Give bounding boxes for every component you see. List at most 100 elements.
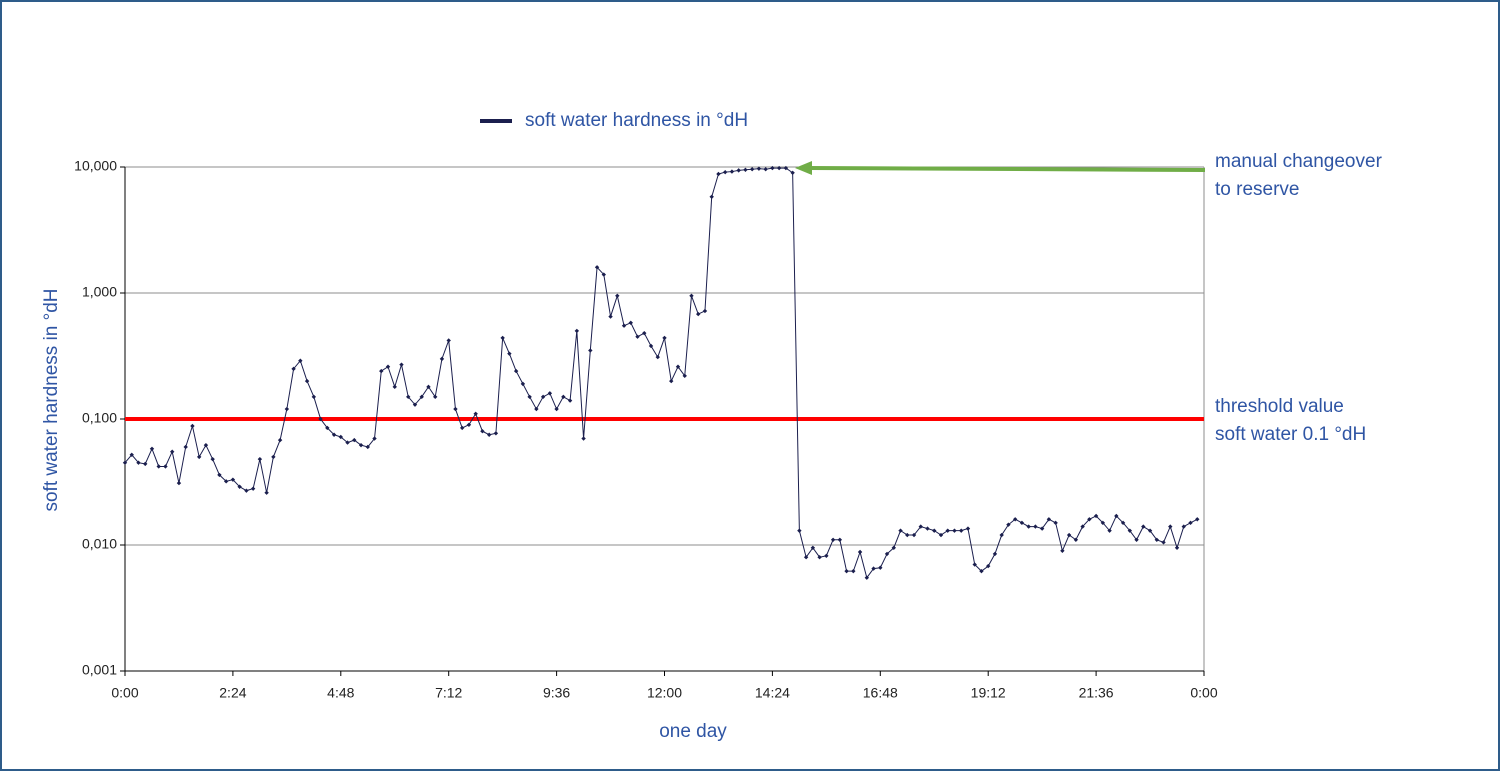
data-point (925, 526, 930, 531)
data-point (1188, 520, 1193, 526)
data-point (392, 384, 397, 390)
data-point (615, 293, 620, 299)
data-point (1053, 520, 1058, 526)
data-point (716, 171, 721, 177)
data-point (385, 364, 391, 369)
data-point (399, 362, 404, 367)
data-point (884, 551, 890, 557)
data-point (601, 272, 607, 277)
x-tick-label: 0:00 (1190, 685, 1217, 701)
data-point (1066, 532, 1072, 538)
data-point (129, 452, 134, 457)
data-point (298, 358, 303, 363)
data-point (1093, 513, 1099, 519)
data-point (669, 378, 674, 384)
data-point (513, 368, 519, 374)
data-point (257, 456, 263, 462)
y-tick-label: 0,001 (82, 662, 117, 678)
data-point (561, 394, 566, 400)
x-tick-label: 19:12 (971, 685, 1006, 701)
data-point (594, 265, 600, 270)
data-point (291, 366, 296, 372)
data-point (1046, 517, 1052, 522)
data-point (540, 394, 546, 400)
data-point (1073, 537, 1079, 542)
data-point (1114, 513, 1119, 519)
arrow-shaft (807, 166, 1206, 172)
data-point (365, 444, 370, 450)
data-point (810, 545, 816, 551)
data-point (1100, 520, 1106, 526)
data-point (702, 308, 708, 314)
x-tick-label: 12:00 (647, 685, 682, 701)
data-point (918, 524, 923, 529)
data-point (554, 406, 559, 412)
data-point (837, 537, 843, 542)
data-point (534, 406, 539, 412)
data-point (992, 551, 998, 557)
data-point (1060, 548, 1065, 553)
data-point (749, 167, 755, 172)
data-point (547, 391, 553, 396)
y-tick-label: 1,000 (82, 284, 117, 300)
data-point (453, 406, 458, 412)
data-point (237, 484, 242, 489)
legend-label: soft water hardness in °dH (525, 110, 748, 131)
data-point (122, 460, 128, 465)
data-point (466, 422, 472, 427)
data-point (1087, 517, 1092, 522)
data-point (217, 472, 222, 478)
data-point (952, 528, 957, 533)
x-tick-label: 2:24 (219, 685, 246, 701)
data-point (621, 323, 627, 328)
data-line (124, 167, 1198, 579)
data-point (372, 436, 377, 441)
data-point (1039, 526, 1045, 531)
data-point (574, 328, 580, 334)
y-tick-label: 10,000 (74, 158, 117, 174)
x-tick-label: 14:24 (755, 685, 790, 701)
data-point (406, 394, 411, 400)
data-point (972, 562, 977, 567)
data-point (311, 394, 317, 400)
data-point (136, 460, 141, 465)
data-point (776, 165, 782, 171)
data-point (433, 394, 438, 400)
data-point (244, 488, 249, 493)
y-axis-label: soft water hardness in °dH (41, 288, 62, 511)
data-point (338, 434, 343, 440)
y-tick-label: 0,100 (82, 410, 117, 426)
data-point (149, 446, 155, 452)
data-point (183, 444, 188, 450)
data-point (264, 490, 269, 495)
data-point (480, 429, 485, 434)
data-point (864, 575, 870, 580)
data-point (905, 532, 910, 538)
data-point (999, 532, 1004, 538)
data-point (284, 406, 290, 412)
data-point (817, 555, 822, 560)
threshold-label: soft water 0.1 °dH (1215, 424, 1366, 445)
data-point (446, 338, 451, 343)
data-point (1120, 520, 1126, 526)
threshold-label: threshold value (1215, 396, 1344, 417)
data-point (790, 170, 795, 175)
data-point (803, 555, 809, 560)
data-point (938, 532, 944, 538)
data-point (722, 169, 728, 175)
data-point (196, 454, 202, 460)
data-point (473, 411, 478, 416)
data-point (1147, 528, 1153, 533)
x-tick-label: 7:12 (435, 685, 462, 701)
data-point (959, 528, 964, 533)
data-point (1174, 545, 1180, 551)
data-point (439, 356, 445, 362)
data-point (1181, 524, 1186, 529)
data-point (176, 480, 182, 486)
data-point (608, 314, 613, 319)
data-point (763, 167, 768, 172)
x-axis-label: one day (659, 721, 727, 742)
data-point (459, 425, 465, 431)
x-tick-label: 9:36 (543, 685, 570, 701)
